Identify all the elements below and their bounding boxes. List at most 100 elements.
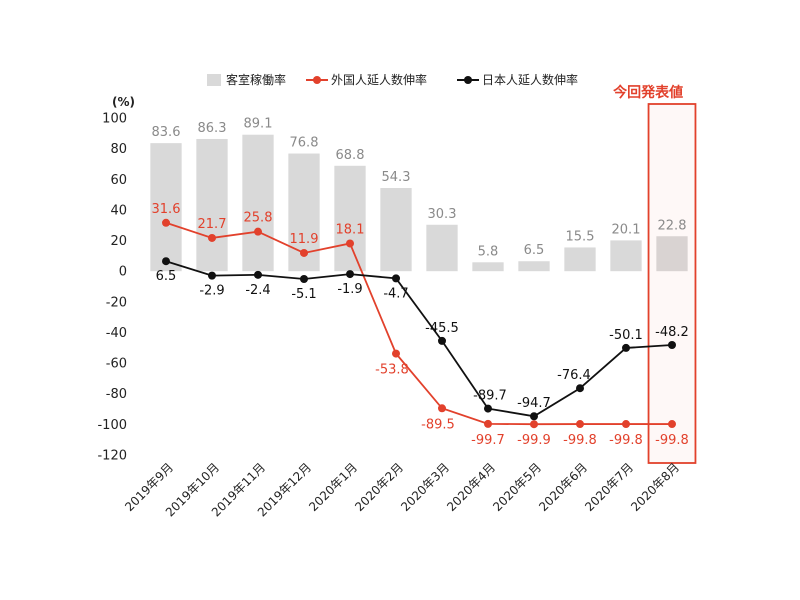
y-axis-ticks: 100 80 60 40 20 0 -20 -40 -60 -80 -100 -120 xyxy=(97,112,127,464)
y-tick-label: -80 xyxy=(106,387,127,402)
japanese-value-label: -2.4 xyxy=(245,283,270,298)
y-tick-label: 20 xyxy=(110,234,127,249)
bar-value-label: 5.8 xyxy=(478,244,499,259)
series-point xyxy=(346,239,354,248)
japanese-value-label: -94.7 xyxy=(517,396,551,411)
bars-group xyxy=(150,134,688,272)
series-point xyxy=(300,248,308,257)
series-point xyxy=(208,233,216,242)
series-point xyxy=(530,412,538,421)
bar xyxy=(564,247,596,272)
series-point xyxy=(254,270,262,279)
legend-label: 客室稼働率 xyxy=(226,72,286,87)
bar xyxy=(610,240,642,272)
highlight-rect xyxy=(647,103,697,464)
x-category-label: 2020年6月 xyxy=(536,460,590,514)
legend-swatch-point xyxy=(464,76,472,84)
highlight-box: 今回発表値 xyxy=(612,84,697,464)
series-point xyxy=(668,420,676,429)
legend-swatch-point xyxy=(313,76,321,84)
series-line xyxy=(165,260,673,418)
series-point xyxy=(438,404,446,413)
x-category-label: 2020年1月 xyxy=(306,460,360,514)
japanese-value-label: -48.2 xyxy=(655,325,689,340)
bar-value-label: 89.1 xyxy=(244,117,273,132)
series-point xyxy=(484,404,492,413)
y-tick-label: -120 xyxy=(97,449,127,464)
legend: 客室稼働率 外国人延人数伸率 日本人延人数伸率 xyxy=(207,72,578,87)
foreign-value-label: 21.7 xyxy=(198,217,227,232)
foreign-value-label: 18.1 xyxy=(336,222,365,237)
bar xyxy=(334,165,366,272)
foreign-value-label: -89.5 xyxy=(421,417,455,432)
series-point xyxy=(254,227,262,236)
japanese-value-label: 6.5 xyxy=(156,269,177,284)
bar-value-label: 76.8 xyxy=(290,136,319,151)
x-axis-categories: 2019年9月2019年10月2019年11月2019年12月2020年1月20… xyxy=(122,460,682,519)
x-category-label: 2020年2月 xyxy=(352,460,406,514)
lines-group xyxy=(162,218,676,429)
x-category-label: 2020年4月 xyxy=(444,460,498,514)
foreign-value-label: -99.8 xyxy=(655,433,689,448)
data-labels: 83.6 86.3 89.1 76.8 68.8 54.3 30.3 5.8 6.5 15.5 20… xyxy=(152,117,689,449)
series-point xyxy=(162,218,170,227)
bar xyxy=(656,236,688,272)
foreign-value-label: -99.8 xyxy=(563,433,597,448)
x-category-label: 2020年7月 xyxy=(582,460,636,514)
japanese-value-label: -89.7 xyxy=(473,389,507,404)
foreign-value-label: -99.9 xyxy=(517,433,551,448)
legend-label: 外国人延人数伸率 xyxy=(331,72,427,87)
series-point xyxy=(208,271,216,280)
series-point xyxy=(162,257,170,266)
bar-value-label: 83.6 xyxy=(152,125,181,140)
bar-value-label: 6.5 xyxy=(524,243,545,258)
foreign-value-label: 11.9 xyxy=(290,232,319,247)
bar xyxy=(472,262,504,272)
foreign-value-label: -53.8 xyxy=(375,363,409,378)
y-unit-label: (%) xyxy=(112,95,135,109)
y-tick-label: 80 xyxy=(110,142,127,157)
x-category-label: 2020年3月 xyxy=(398,460,452,514)
japanese-value-label: -50.1 xyxy=(609,328,643,343)
x-category-label: 2020年8月 xyxy=(628,460,682,514)
foreign-value-label: -99.8 xyxy=(609,433,643,448)
bar xyxy=(426,224,458,272)
bar xyxy=(150,143,182,272)
series-point xyxy=(622,420,630,429)
bar-value-label: 30.3 xyxy=(428,207,457,222)
series-point xyxy=(576,384,584,393)
series-point xyxy=(668,341,676,350)
series-point xyxy=(576,420,584,429)
bar-value-label: 86.3 xyxy=(198,121,227,136)
y-tick-label: -100 xyxy=(97,418,127,433)
bar xyxy=(196,138,228,272)
foreign-value-label: -99.7 xyxy=(471,433,505,448)
y-tick-label: 0 xyxy=(119,265,127,280)
bar-value-label: 22.8 xyxy=(658,218,687,233)
bar xyxy=(380,188,412,272)
japanese-value-label: -76.4 xyxy=(557,368,591,383)
japanese-value-label: -4.7 xyxy=(383,286,408,301)
series-line xyxy=(165,221,672,426)
bar xyxy=(518,261,550,272)
y-tick-label: -60 xyxy=(106,357,127,372)
series-point xyxy=(622,343,630,352)
bar-value-label: 15.5 xyxy=(566,229,595,244)
legend-swatch-bar xyxy=(207,74,221,86)
legend-label: 日本人延人数伸率 xyxy=(482,72,578,87)
y-tick-label: -40 xyxy=(106,326,127,341)
japanese-value-label: -1.9 xyxy=(337,282,362,297)
series-point xyxy=(530,420,538,429)
y-tick-label: 60 xyxy=(110,173,127,188)
series-point xyxy=(346,270,354,279)
japanese-value-label: -45.5 xyxy=(425,321,459,336)
y-tick-label: -20 xyxy=(106,295,127,310)
series-point xyxy=(392,349,400,358)
highlight-label: 今回発表値 xyxy=(612,84,683,101)
japanese-value-label: -5.1 xyxy=(291,287,316,302)
foreign-value-label: 25.8 xyxy=(244,211,273,226)
bar xyxy=(242,134,274,272)
japanese-value-label: -2.9 xyxy=(199,284,224,299)
bar-value-label: 54.3 xyxy=(382,170,411,185)
